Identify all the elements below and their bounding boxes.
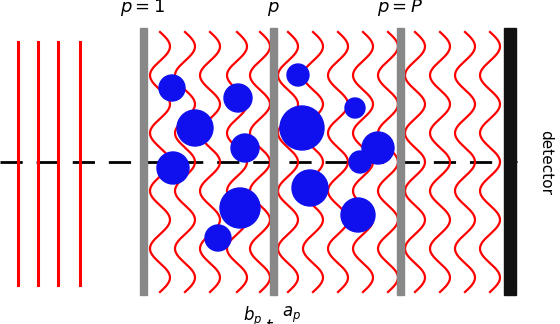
Ellipse shape — [205, 225, 231, 251]
Text: detector: detector — [539, 130, 553, 194]
Ellipse shape — [362, 132, 394, 164]
Ellipse shape — [349, 151, 371, 173]
Ellipse shape — [224, 84, 252, 112]
Bar — [139, 28, 147, 295]
Text: $b_p$: $b_p$ — [242, 305, 262, 324]
Text: $p{=}P$: $p{=}P$ — [377, 0, 423, 18]
Ellipse shape — [159, 75, 185, 101]
Ellipse shape — [220, 188, 260, 228]
Text: $t_p$: $t_p$ — [265, 318, 281, 324]
Ellipse shape — [287, 64, 309, 86]
Ellipse shape — [231, 134, 259, 162]
Text: $p{=}1$: $p{=}1$ — [120, 0, 166, 18]
Bar — [269, 28, 277, 295]
Text: $p$: $p$ — [267, 0, 279, 18]
Ellipse shape — [157, 152, 189, 184]
Ellipse shape — [292, 170, 328, 206]
Text: $a_p$: $a_p$ — [282, 305, 301, 324]
Ellipse shape — [345, 98, 365, 118]
Bar — [396, 28, 404, 295]
Ellipse shape — [280, 106, 324, 150]
Bar — [504, 28, 516, 295]
Ellipse shape — [341, 198, 375, 232]
Ellipse shape — [177, 110, 213, 146]
